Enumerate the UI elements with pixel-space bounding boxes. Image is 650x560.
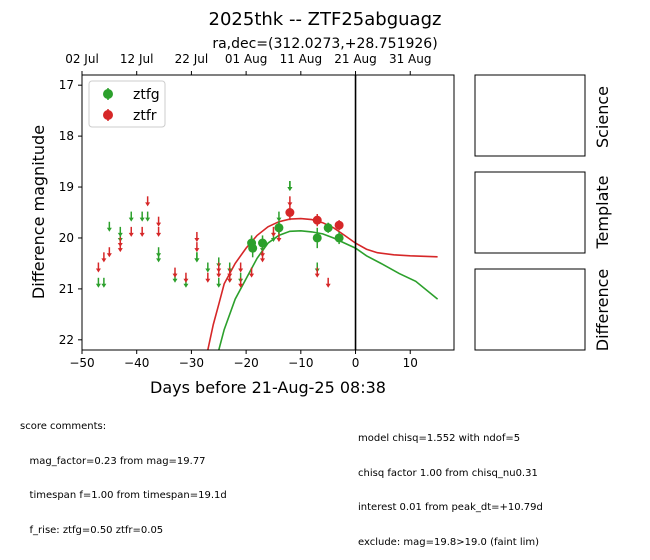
legend: ztfg ztfr (88, 80, 166, 128)
model-curve-ztfr (207, 217, 438, 350)
detection-ztfr (312, 214, 322, 227)
score-comment-line: score comments: (20, 421, 107, 432)
upper-limit-ztfr (172, 267, 178, 278)
upper-limit-ztfr (270, 226, 276, 237)
upper-limit-ztfr (156, 226, 162, 237)
y-axis-label: Difference magnitude (29, 125, 48, 299)
legend-marker-ztfg (103, 88, 113, 100)
upper-limit-ztfr (325, 277, 331, 288)
upper-limit-ztfg (145, 211, 151, 222)
top-tick-label: 11 Aug (280, 52, 323, 66)
top-tick-label: 12 Jul (120, 52, 154, 66)
score-comment-line: f_rise: ztfg=0.50 ztfr=0.05 (20, 524, 164, 536)
upper-limit-ztfg (106, 221, 112, 232)
detection-ztfg (334, 231, 344, 245)
detection-ztfg (323, 222, 333, 233)
science-label: Science (593, 86, 612, 148)
upper-limit-ztfr (205, 272, 211, 283)
y-tick-label: 19 (59, 180, 74, 194)
upper-limit-ztfg (287, 181, 293, 192)
model-comment-line: chisq factor 1.00 from chisq_nu0.31 (358, 467, 538, 479)
x-tick-label: −30 (179, 356, 204, 370)
upper-limit-ztfr (314, 267, 320, 278)
template-label: Template (593, 175, 612, 249)
upper-limit-ztfr (156, 216, 162, 227)
detection-ztfr (334, 220, 344, 231)
model-comment-line: interest 0.01 from peak_dt=+10.79d (358, 502, 543, 513)
legend-label-ztfg: ztfg (133, 87, 160, 103)
plot-frame (81, 74, 455, 351)
upper-limit-ztfr (101, 252, 107, 263)
difference-label: Difference (593, 269, 612, 351)
model-comments: model chisq=1.552 with ndof=5 chisq fact… (358, 410, 543, 560)
x-tick-label: −10 (288, 356, 313, 370)
upper-limit-ztfr (238, 262, 244, 273)
upper-limit-ztfg (101, 277, 107, 288)
top-tick-label: 21 Aug (334, 52, 377, 66)
score-comment-line: mag_factor=0.23 from mag=19.77 (20, 455, 206, 467)
upper-limit-ztfr (260, 252, 266, 263)
plot-area (95, 75, 439, 350)
upper-limit-ztfr (194, 242, 200, 253)
upper-limit-ztfr (95, 262, 101, 273)
top-tick-label: 31 Aug (389, 52, 432, 66)
upper-limit-ztfr (227, 267, 233, 278)
score-comment-line: timespan f=1.00 from timespan=19.1d (20, 490, 227, 501)
legend-marker-ztfr (103, 109, 113, 121)
y-tick-label: 18 (59, 129, 74, 143)
upper-limit-ztfg (95, 277, 101, 288)
upper-limit-ztfr (216, 262, 222, 273)
upper-limit-ztfg (276, 211, 282, 222)
detection-ztfg (248, 238, 258, 258)
upper-limit-ztfg (194, 252, 200, 263)
model-curve-ztfg (218, 229, 439, 350)
x-axis-label: Days before 21-Aug-25 08:38 (150, 378, 386, 397)
top-tick-label: 02 Jul (65, 52, 99, 66)
detection-ztfg (258, 235, 268, 251)
chart-title: 2025thk -- ZTF25abguagz (209, 9, 442, 30)
detection-ztfg (274, 221, 284, 234)
x-tick-label: −20 (233, 356, 258, 370)
x-tick-label: 0 (352, 356, 360, 370)
lightcurve-figure: 2025thk -- ZTF25abguagz ra,dec=(312.0273… (29, 9, 612, 397)
model-comment-line: exclude: mag=19.8>19.0 (faint lim) (358, 536, 540, 548)
x-tick-label: 10 (403, 356, 418, 370)
detection-ztfr (285, 204, 295, 221)
upper-limit-ztfr (194, 231, 200, 242)
science-panel (474, 74, 586, 157)
upper-limit-ztfg (156, 252, 162, 263)
upper-limit-ztfr (128, 226, 134, 237)
upper-limit-ztfg (216, 277, 222, 288)
difference-panel (474, 268, 586, 351)
score-comments: score comments: mag_factor=0.23 from mag… (20, 398, 227, 548)
y-tick-label: 20 (59, 231, 74, 245)
template-panel (474, 171, 586, 254)
upper-limit-ztfg (117, 226, 123, 237)
upper-limit-ztfr (117, 237, 123, 248)
top-tick-label: 22 Jul (175, 52, 209, 66)
upper-limit-ztfr (139, 226, 145, 237)
upper-limit-ztfr (238, 277, 244, 288)
upper-limit-ztfr (183, 272, 189, 283)
upper-limit-ztfg (139, 211, 145, 222)
chart-subtitle: ra,dec=(312.0273,+28.751926) (212, 36, 437, 52)
upper-limit-ztfr (287, 196, 293, 207)
upper-limit-ztfr (145, 196, 151, 207)
y-tick-label: 21 (59, 282, 74, 296)
x-tick-label: −50 (69, 356, 94, 370)
upper-limit-ztfr (249, 267, 255, 278)
upper-limit-ztfr (106, 247, 112, 258)
upper-limit-ztfg (128, 211, 134, 222)
legend-label-ztfr: ztfr (133, 108, 157, 124)
detection-ztfg (312, 227, 322, 249)
y-tick-label: 22 (59, 333, 74, 347)
top-tick-label: 01 Aug (225, 52, 268, 66)
upper-limit-ztfg (205, 262, 211, 273)
model-comment-line: model chisq=1.552 with ndof=5 (358, 433, 521, 444)
x-tick-label: −40 (124, 356, 149, 370)
y-tick-label: 17 (59, 78, 74, 92)
